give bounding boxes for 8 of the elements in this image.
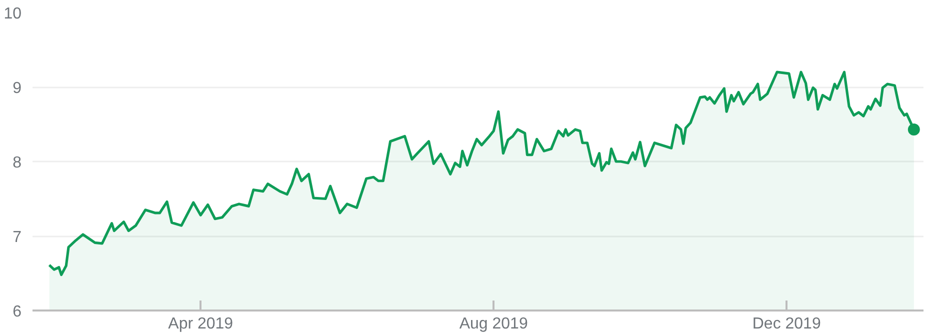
x-tick-label: Apr 2019 — [168, 316, 234, 332]
x-tick-label: Dec 2019 — [752, 316, 821, 332]
y-tick-label: 10 — [4, 6, 22, 22]
x-tick-label: Aug 2019 — [459, 316, 528, 332]
y-tick-label: 8 — [12, 154, 22, 172]
y-tick-label: 9 — [12, 80, 22, 97]
y-tick-label: 6 — [12, 304, 22, 320]
y-tick-label: 7 — [12, 229, 22, 246]
